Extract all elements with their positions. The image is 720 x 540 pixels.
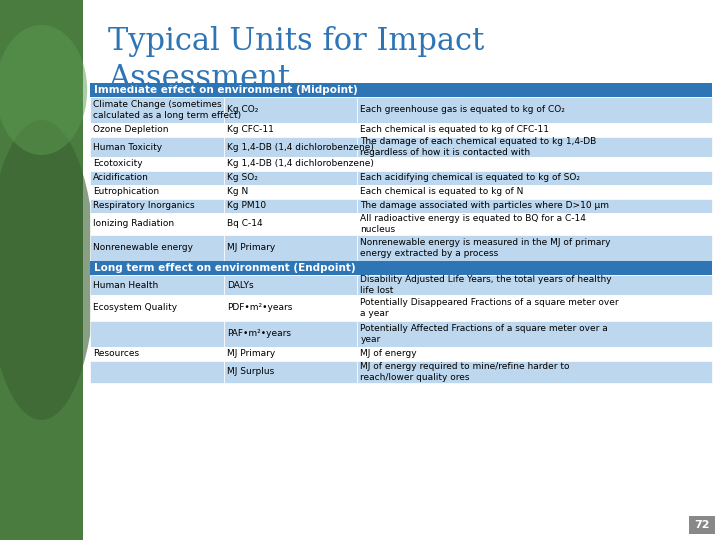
Text: Kg 1,4-DB (1,4 dichlorobenzene): Kg 1,4-DB (1,4 dichlorobenzene) [227,143,374,152]
Bar [357,295,712,321]
Text: Human Toxicity: Human Toxicity [93,143,162,152]
Bar [224,171,357,185]
Bar [357,123,712,137]
Text: Resources: Resources [93,349,139,359]
Bar [224,213,357,235]
Text: Kg PM10: Kg PM10 [227,201,266,211]
Bar [224,137,357,157]
Text: Kg SO₂: Kg SO₂ [227,173,258,183]
Text: Climate Change (sometimes
calculated as a long term effect): Climate Change (sometimes calculated as … [93,100,241,120]
Bar [357,171,712,185]
Bar [357,137,712,157]
Text: Ecosystem Quality: Ecosystem Quality [93,303,177,313]
Bar [90,321,224,347]
Text: Ozone Depletion: Ozone Depletion [93,125,168,134]
Text: PAF•m²•years: PAF•m²•years [227,329,291,339]
Bar [224,321,357,347]
Bar [90,97,224,123]
Text: Potentially Disappeared Fractions of a square meter over
a year: Potentially Disappeared Fractions of a s… [361,298,619,318]
Bar [90,235,224,261]
Bar [357,97,712,123]
Bar [224,295,357,321]
Text: MJ of energy: MJ of energy [361,349,417,359]
Text: Nonrenewable energy: Nonrenewable energy [93,244,193,253]
Bar [224,185,357,199]
Bar [90,347,224,361]
Text: Each chemical is equated to kg of N: Each chemical is equated to kg of N [361,187,524,197]
Text: MJ Primary: MJ Primary [227,349,275,359]
Bar [689,516,715,534]
Bar [224,123,357,137]
Text: Human Health: Human Health [93,280,158,289]
Text: Assessment: Assessment [108,63,290,94]
Text: Nonrenewable energy is measured in the MJ of primary
energy extracted by a proce: Nonrenewable energy is measured in the M… [361,238,611,258]
Text: Each chemical is equated to kg of CFC-11: Each chemical is equated to kg of CFC-11 [361,125,549,134]
Text: Kg 1,4-DB (1,4 dichlorobenzene): Kg 1,4-DB (1,4 dichlorobenzene) [227,159,374,168]
Text: Kg N: Kg N [227,187,248,197]
Text: The damage of each chemical equated to kg 1,4-DB
regardless of how it is contact: The damage of each chemical equated to k… [361,137,597,157]
Bar [90,123,224,137]
Text: Ecotoxicity: Ecotoxicity [93,159,143,168]
Bar [90,275,224,295]
Text: Disability Adjusted Life Years, the total years of healthy
life lost: Disability Adjusted Life Years, the tota… [361,275,612,295]
Text: All radioactive energy is equated to BQ for a C-14
nucleus: All radioactive energy is equated to BQ … [361,214,586,234]
Bar [90,137,224,157]
Bar [90,261,712,275]
Bar [0,0,83,540]
Text: PDF•m²•years: PDF•m²•years [227,303,292,313]
Bar [357,199,712,213]
Bar [224,157,357,171]
Bar [90,157,224,171]
Text: DALYs: DALYs [227,280,253,289]
Bar [357,235,712,261]
Text: Kg CFC-11: Kg CFC-11 [227,125,274,134]
Bar [357,157,712,171]
Text: Kg CO₂: Kg CO₂ [227,105,258,114]
Bar [224,199,357,213]
Text: Ionizing Radiation: Ionizing Radiation [93,219,174,228]
Text: Eutrophication: Eutrophication [93,187,159,197]
Bar [90,83,712,97]
Text: Acidification: Acidification [93,173,149,183]
Bar [90,171,224,185]
Text: Each acidifying chemical is equated to kg of SO₂: Each acidifying chemical is equated to k… [361,173,580,183]
Bar [357,213,712,235]
Bar [357,321,712,347]
Bar [90,185,224,199]
Bar [224,275,357,295]
Bar [90,361,224,383]
Ellipse shape [0,120,96,420]
Text: MJ of energy required to mine/refine harder to
reach/lower quality ores: MJ of energy required to mine/refine har… [361,362,570,382]
Bar [90,199,224,213]
Ellipse shape [0,25,87,155]
Bar [224,235,357,261]
Text: Potentially Affected Fractions of a square meter over a
year: Potentially Affected Fractions of a squa… [361,324,608,344]
Text: MJ Primary: MJ Primary [227,244,275,253]
Text: Long term effect on environment (Endpoint): Long term effect on environment (Endpoin… [94,263,356,273]
Bar [224,347,357,361]
Text: The damage associated with particles where D>10 μm: The damage associated with particles whe… [361,201,609,211]
Bar [224,97,357,123]
Text: Bq C-14: Bq C-14 [227,219,262,228]
Bar [90,213,224,235]
Bar [357,275,712,295]
Bar [357,185,712,199]
Text: Respiratory Inorganics: Respiratory Inorganics [93,201,194,211]
Bar [357,361,712,383]
Bar [90,295,224,321]
Text: Each greenhouse gas is equated to kg of CO₂: Each greenhouse gas is equated to kg of … [361,105,565,114]
Text: Immediate effect on environment (Midpoint): Immediate effect on environment (Midpoin… [94,85,358,95]
Text: Typical Units for Impact: Typical Units for Impact [108,26,485,57]
Text: 72: 72 [694,520,710,530]
Bar [357,347,712,361]
Bar [224,361,357,383]
Text: MJ Surplus: MJ Surplus [227,368,274,376]
